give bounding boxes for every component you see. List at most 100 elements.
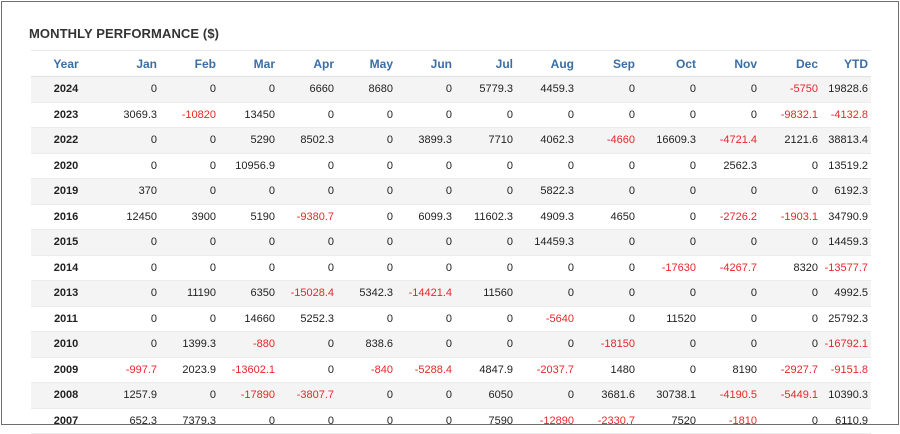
value-cell-feb: 0 — [160, 76, 219, 103]
column-header-aug[interactable]: Aug — [516, 50, 577, 77]
year-cell: 2014 — [31, 255, 101, 281]
value-cell-jul: 4847.9 — [455, 357, 516, 383]
table-header-row: Year Jan Feb Mar Apr May Jun Jul Aug Sep Oct Nov Dec… — [31, 50, 871, 77]
value-cell-dec: 0 — [760, 331, 821, 358]
value-cell-jan: 0 — [101, 153, 160, 179]
value-cell-jun: 6099.3 — [396, 204, 455, 230]
value-cell-dec: 0 — [760, 153, 821, 179]
value-cell-jun: 3899.3 — [396, 127, 455, 154]
value-cell-jan: 0 — [101, 127, 160, 154]
value-cell-mar: 0 — [219, 76, 278, 103]
column-header-dec[interactable]: Dec — [760, 50, 821, 77]
value-cell-jun: -5288.4 — [396, 357, 455, 383]
value-cell-sep: -4660 — [577, 127, 638, 154]
value-cell-aug: 0 — [516, 153, 577, 179]
column-header-oct[interactable]: Oct — [638, 50, 699, 77]
table-row: 2020 0 0 10956.9 0 0 0 0 0 0 0 2562.3 0 13519.2 — [31, 153, 871, 179]
value-cell-oct: 0 — [638, 178, 699, 205]
value-cell-feb: 0 — [160, 178, 219, 205]
year-cell: 2008 — [31, 382, 101, 409]
table-row: 2024 0 0 0 6660 8680 0 5779.3 4459.3 0 0 0 -5750 1982… — [31, 76, 871, 103]
value-cell-may: 0 — [337, 229, 396, 256]
value-cell-dec: -5449.1 — [760, 382, 821, 409]
value-cell-sep: 0 — [577, 229, 638, 256]
column-header-sep[interactable]: Sep — [577, 50, 638, 77]
value-cell-apr: 0 — [278, 229, 337, 256]
value-cell-apr: 0 — [278, 102, 337, 128]
value-cell-dec: -2927.7 — [760, 357, 821, 383]
table-row: 2013 0 11190 6350 -15028.4 5342.3 -14421.4 1156… — [31, 280, 871, 307]
table-row: 2009 -997.7 2023.9 -13602.1 0 -840 -5288.4 4847… — [31, 357, 871, 383]
value-cell-nov: 2562.3 — [699, 153, 760, 179]
value-cell-aug: 4459.3 — [516, 76, 577, 103]
value-cell-apr: -3807.7 — [278, 382, 337, 409]
value-cell-sep: 4650 — [577, 204, 638, 230]
year-cell: 2019 — [31, 178, 101, 205]
column-header-nov[interactable]: Nov — [699, 50, 760, 77]
value-cell-jan: 12450 — [101, 204, 160, 230]
value-cell-oct: 0 — [638, 280, 699, 307]
value-cell-feb: 0 — [160, 229, 219, 256]
value-cell-feb: 7379.3 — [160, 408, 219, 434]
value-cell-may: 0 — [337, 204, 396, 230]
value-cell-jul: 0 — [455, 306, 516, 332]
value-cell-jul: 11602.3 — [455, 204, 516, 230]
value-cell-jul: 0 — [455, 331, 516, 358]
table-row: 2019 370 0 0 0 0 0 0 5822.3 0 0 0 0 6192.3 — [31, 178, 871, 205]
value-cell-jul: 0 — [455, 102, 516, 128]
value-cell-jan: 0 — [101, 255, 160, 281]
value-cell-sep: 0 — [577, 280, 638, 307]
value-cell-nov: 0 — [699, 178, 760, 205]
value-cell-dec: 0 — [760, 408, 821, 434]
value-cell-jul: 7590 — [455, 408, 516, 434]
year-cell: 2013 — [31, 280, 101, 307]
value-cell-dec: 2121.6 — [760, 127, 821, 154]
year-cell: 2023 — [31, 102, 101, 128]
value-cell-jan: 1257.9 — [101, 382, 160, 409]
value-cell-nov: -2726.2 — [699, 204, 760, 230]
value-cell-dec: -5750 — [760, 76, 821, 103]
value-cell-jul: 5779.3 — [455, 76, 516, 103]
value-cell-sep: 0 — [577, 76, 638, 103]
value-cell-feb: 0 — [160, 153, 219, 179]
value-cell-mar: 0 — [219, 255, 278, 281]
value-cell-oct: 0 — [638, 102, 699, 128]
value-cell-feb: 2023.9 — [160, 357, 219, 383]
column-header-year[interactable]: Year — [31, 50, 101, 77]
value-cell-mar: 10956.9 — [219, 153, 278, 179]
value-cell-jun: 0 — [396, 408, 455, 434]
year-cell: 2022 — [31, 127, 101, 154]
value-cell-jun: -14421.4 — [396, 280, 455, 307]
value-cell-oct: 0 — [638, 204, 699, 230]
value-cell-ytd: -16792.1 — [821, 331, 871, 358]
value-cell-jul: 0 — [455, 255, 516, 281]
column-header-jun[interactable]: Jun — [396, 50, 455, 77]
column-header-apr[interactable]: Apr — [278, 50, 337, 77]
column-header-may[interactable]: May — [337, 50, 396, 77]
value-cell-dec: 0 — [760, 306, 821, 332]
value-cell-oct: 0 — [638, 331, 699, 358]
value-cell-oct: 0 — [638, 76, 699, 103]
value-cell-oct: -17630 — [638, 255, 699, 281]
column-header-jan[interactable]: Jan — [101, 50, 160, 77]
value-cell-ytd: 10390.3 — [821, 382, 871, 409]
column-header-mar[interactable]: Mar — [219, 50, 278, 77]
value-cell-sep: 0 — [577, 255, 638, 281]
column-header-feb[interactable]: Feb — [160, 50, 219, 77]
column-header-jul[interactable]: Jul — [455, 50, 516, 77]
value-cell-jul: 11560 — [455, 280, 516, 307]
value-cell-oct: 0 — [638, 229, 699, 256]
value-cell-mar: -17890 — [219, 382, 278, 409]
value-cell-aug: 4909.3 — [516, 204, 577, 230]
value-cell-ytd: 4992.5 — [821, 280, 871, 307]
value-cell-mar: 5290 — [219, 127, 278, 154]
value-cell-ytd: 25792.3 — [821, 306, 871, 332]
value-cell-feb: 0 — [160, 255, 219, 281]
value-cell-aug: 14459.3 — [516, 229, 577, 256]
table-body: 2024 0 0 0 6660 8680 0 5779.3 4459.3 0 0 0 -5750 1982… — [31, 76, 871, 434]
column-header-ytd[interactable]: YTD — [821, 50, 871, 77]
value-cell-jan: 0 — [101, 76, 160, 103]
value-cell-ytd: 6192.3 — [821, 178, 871, 205]
value-cell-ytd: 34790.9 — [821, 204, 871, 230]
